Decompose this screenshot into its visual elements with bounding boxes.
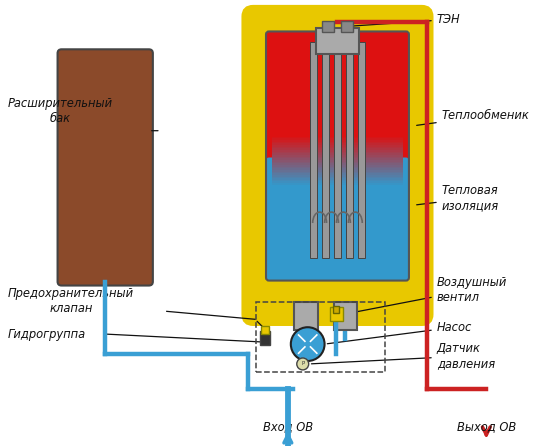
Bar bbox=[272, 162, 403, 164]
Circle shape bbox=[297, 358, 309, 370]
Bar bbox=[322, 43, 329, 258]
Text: Гидрогруппа: Гидрогруппа bbox=[8, 327, 86, 340]
Circle shape bbox=[291, 327, 325, 361]
Text: Теплообменик: Теплообменик bbox=[417, 109, 529, 125]
Bar bbox=[272, 167, 403, 169]
Bar bbox=[332, 306, 339, 313]
Bar bbox=[272, 145, 403, 147]
Bar bbox=[272, 153, 403, 155]
Bar bbox=[333, 302, 357, 330]
Bar bbox=[342, 21, 353, 32]
FancyBboxPatch shape bbox=[57, 49, 153, 285]
Text: P: P bbox=[301, 362, 304, 366]
Bar bbox=[272, 142, 403, 144]
Text: Насос: Насос bbox=[327, 321, 472, 344]
Bar bbox=[256, 302, 385, 372]
Text: Датчик
давления: Датчик давления bbox=[311, 342, 495, 370]
Bar bbox=[334, 43, 341, 258]
Bar bbox=[272, 172, 403, 174]
Text: Вход ОВ: Вход ОВ bbox=[263, 421, 313, 434]
Bar bbox=[272, 163, 403, 165]
Bar bbox=[310, 43, 317, 258]
Bar bbox=[272, 177, 403, 179]
Bar bbox=[272, 175, 403, 177]
Text: Тепловая
изоляция: Тепловая изоляция bbox=[417, 184, 499, 212]
Bar bbox=[100, 53, 110, 61]
Bar bbox=[272, 181, 403, 184]
Text: Предохранительный
клапан: Предохранительный клапан bbox=[8, 288, 134, 315]
Bar bbox=[272, 180, 403, 182]
Bar bbox=[260, 331, 270, 345]
Bar bbox=[272, 165, 403, 167]
FancyBboxPatch shape bbox=[266, 158, 409, 280]
Bar bbox=[272, 137, 403, 139]
Bar bbox=[294, 302, 317, 330]
Bar bbox=[272, 152, 403, 154]
Bar bbox=[272, 143, 403, 146]
FancyBboxPatch shape bbox=[243, 7, 432, 324]
Bar bbox=[272, 160, 403, 162]
Text: Воздушный
вентил: Воздушный вентил bbox=[346, 276, 507, 314]
Bar bbox=[346, 43, 353, 258]
Bar bbox=[322, 21, 333, 32]
Text: Расширительный
бак: Расширительный бак bbox=[8, 97, 113, 125]
Bar bbox=[330, 307, 343, 321]
Bar bbox=[272, 155, 403, 157]
FancyBboxPatch shape bbox=[266, 31, 409, 164]
Bar bbox=[272, 150, 403, 152]
Bar bbox=[272, 148, 403, 151]
Bar bbox=[272, 183, 403, 185]
Bar bbox=[272, 157, 403, 159]
Bar bbox=[272, 147, 403, 149]
Text: Выход ОВ: Выход ОВ bbox=[457, 421, 516, 434]
Bar bbox=[272, 140, 403, 142]
Bar bbox=[272, 178, 403, 181]
Bar bbox=[272, 168, 403, 170]
Bar bbox=[358, 43, 365, 258]
Bar bbox=[272, 135, 403, 138]
Bar bbox=[261, 326, 269, 334]
Bar bbox=[316, 29, 359, 54]
Bar bbox=[272, 173, 403, 175]
Bar bbox=[272, 138, 403, 141]
Text: ТЭН: ТЭН bbox=[348, 13, 460, 26]
Bar bbox=[272, 158, 403, 160]
Bar bbox=[272, 170, 403, 172]
